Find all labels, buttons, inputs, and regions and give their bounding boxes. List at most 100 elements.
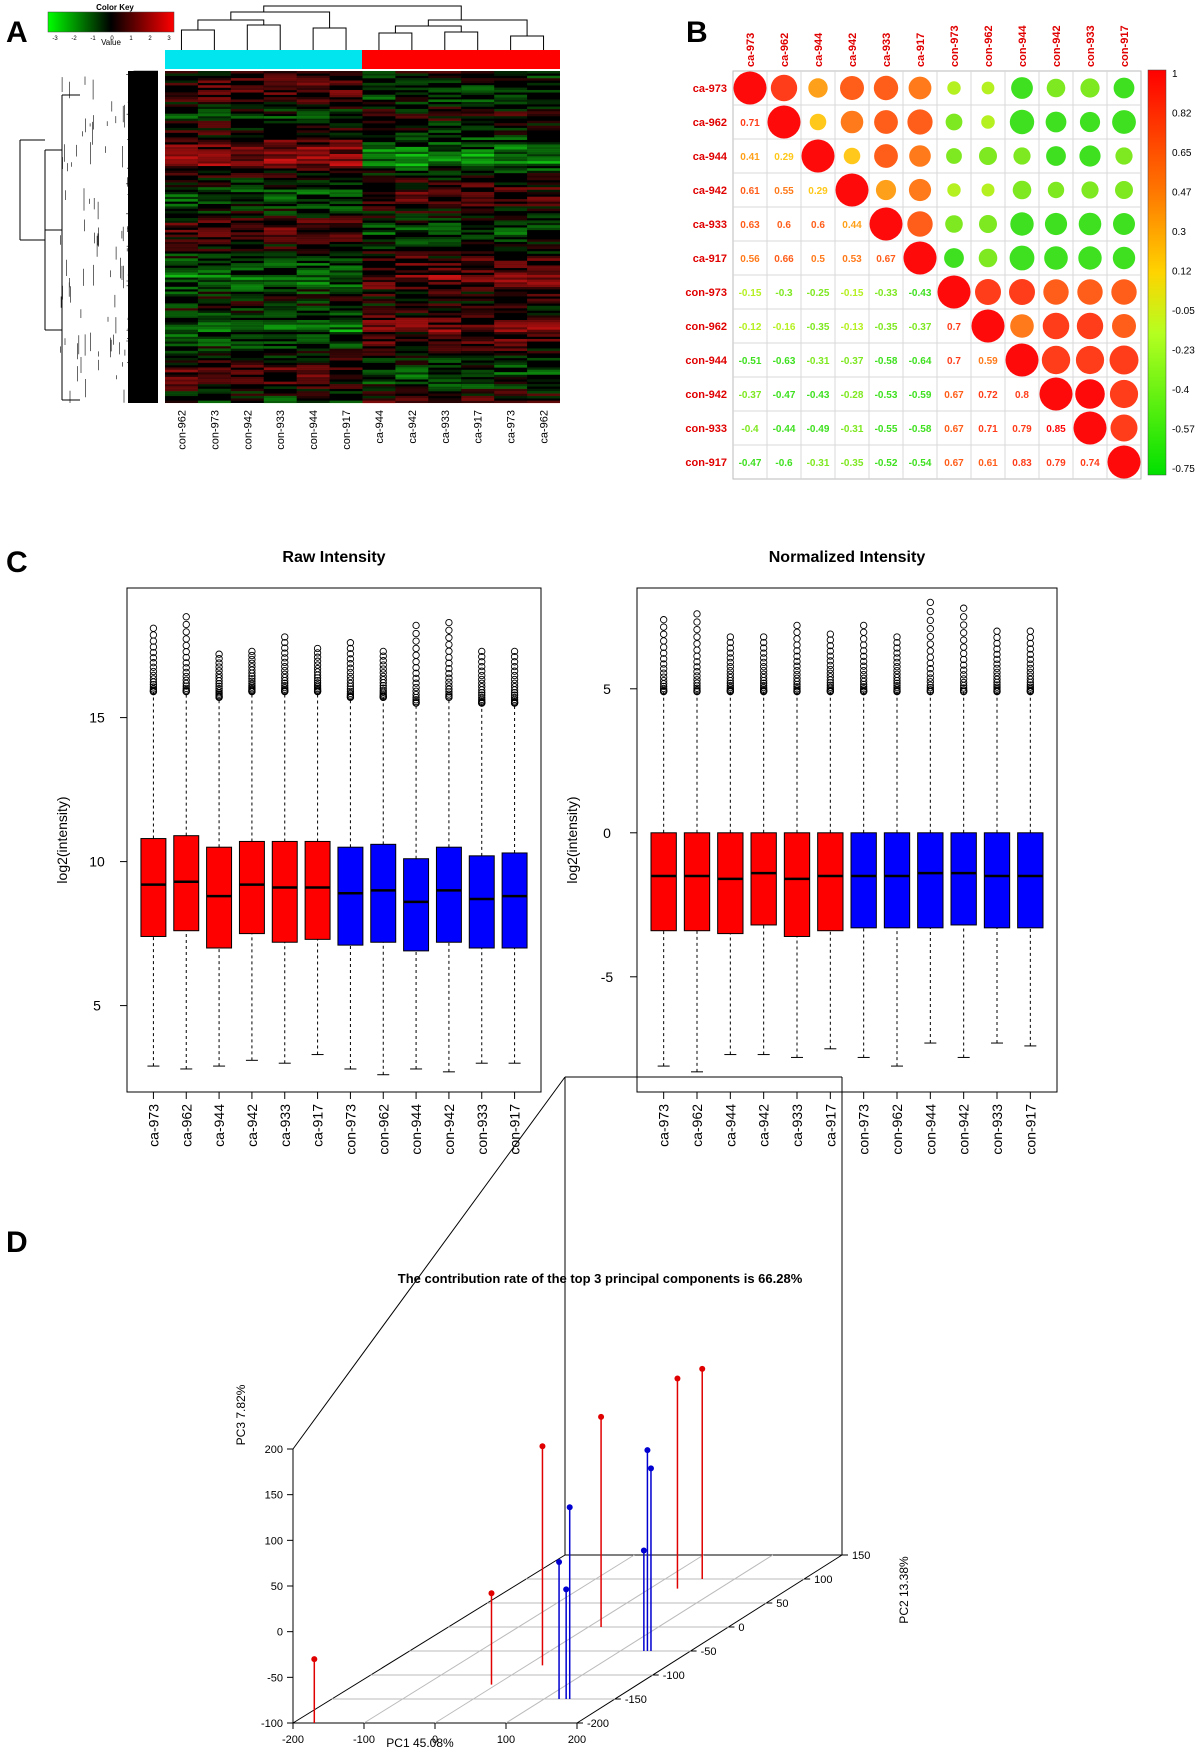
heatmap-cell <box>362 177 396 181</box>
correlation-circle <box>1078 212 1102 236</box>
correlation-column-label: con-933 <box>1085 25 1097 67</box>
heatmap-cell <box>461 346 495 349</box>
outlier-point <box>993 668 1001 677</box>
pca-y-tick-label: 50 <box>776 1598 788 1610</box>
outlier-point <box>793 677 801 686</box>
pca-z-tick-label: 200 <box>265 1444 283 1456</box>
heatmap-cell <box>197 369 231 373</box>
heatmap-cell <box>296 255 330 259</box>
heatmap-cell <box>165 272 198 276</box>
heatmap-cell <box>362 75 396 79</box>
correlation-value: 0.6 <box>777 220 791 231</box>
heatmap-cell <box>395 177 429 181</box>
heatmap-cell <box>296 191 330 195</box>
outlier-point <box>693 668 701 676</box>
heatmap-cell <box>197 341 231 344</box>
dendrogram-link <box>444 31 479 40</box>
pca-box-edge <box>292 1076 566 1450</box>
heatmap-cell <box>230 327 264 330</box>
heatmap-cell <box>395 139 429 143</box>
heatmap-cell <box>494 170 528 174</box>
outlier-point <box>760 633 768 641</box>
color-key-tick: 1 <box>129 36 133 42</box>
heatmap-cell <box>428 393 462 397</box>
outlier-point <box>926 607 934 616</box>
heatmap-cell <box>329 267 363 271</box>
heatmap-cell <box>395 227 429 231</box>
heatmap-cell <box>395 82 429 86</box>
outlier-point <box>182 653 190 662</box>
outlier-point <box>860 635 868 643</box>
correlation-value: -0.51 <box>739 356 762 367</box>
heatmap-cell <box>494 151 528 155</box>
heatmap-cell <box>329 161 363 164</box>
heatmap-cell <box>461 184 495 188</box>
correlation-row-label: con-944 <box>685 355 727 367</box>
outlier-point <box>726 658 734 667</box>
correlation-value: -0.47 <box>773 390 796 401</box>
boxplot-title: Normalized Intensity <box>769 549 926 566</box>
correlation-value: 0.29 <box>774 152 794 163</box>
correlation-value: 0.71 <box>740 118 760 129</box>
heatmap-cell <box>296 303 330 306</box>
heatmap-cell <box>395 111 429 114</box>
heatmap-cell <box>362 329 396 333</box>
heatmap-cell <box>296 286 330 290</box>
heatmap-cell <box>329 317 363 321</box>
heatmap-cell <box>362 334 396 337</box>
outlier-point <box>660 673 668 681</box>
correlation-value: -0.37 <box>909 322 932 333</box>
outlier-point <box>346 664 355 672</box>
heatmap-cell <box>263 282 297 285</box>
heatmap-cell <box>263 310 297 314</box>
heatmap-cell <box>263 315 297 318</box>
heatmap-cell <box>263 284 297 287</box>
heatmap-cell <box>461 260 495 264</box>
heatmap-cell <box>395 395 429 399</box>
correlation-value: -0.6 <box>775 458 793 469</box>
correlation-circle <box>944 248 964 268</box>
heatmap-cell <box>527 329 560 333</box>
heatmap-cell <box>494 244 528 247</box>
heatmap-cell <box>362 301 396 304</box>
correlation-column-label: con-962 <box>983 25 995 67</box>
heatmap-cell <box>461 381 495 385</box>
heatmap-cell <box>230 184 264 188</box>
heatmap-cell <box>197 99 231 103</box>
colorbar-tick: -0.4 <box>1172 385 1190 396</box>
heatmap-cell <box>395 156 429 159</box>
outlier-point <box>860 647 868 655</box>
heatmap-cell <box>197 92 231 95</box>
heatmap-cell <box>527 267 560 271</box>
heatmap-cell <box>527 384 560 387</box>
heatmap-cell <box>362 213 396 216</box>
outlier-point <box>793 647 801 655</box>
heatmap-cell <box>296 350 330 354</box>
correlation-circle <box>1112 246 1136 270</box>
heatmap-cell <box>230 208 264 212</box>
heatmap-cell <box>165 384 198 387</box>
heatmap-cell <box>461 151 495 155</box>
heatmap-cell <box>461 163 495 167</box>
correlation-value: -0.4 <box>741 424 759 435</box>
outlier-point <box>281 638 289 647</box>
heatmap-cell <box>527 177 560 181</box>
heatmap-cell <box>428 369 462 373</box>
x-tick-label: ca-973 <box>656 1104 672 1147</box>
outlier-point <box>1026 672 1034 680</box>
heatmap-cell <box>527 168 560 171</box>
outlier-point <box>860 657 868 666</box>
heatmap-cell <box>527 187 560 190</box>
heatmap-cell <box>428 213 462 216</box>
outlier-point <box>149 631 158 639</box>
outlier-point <box>412 683 420 692</box>
heatmap-cell <box>230 303 264 306</box>
correlation-circle <box>978 248 998 268</box>
outlier-point <box>926 653 934 661</box>
heatmap-cell <box>197 265 231 269</box>
correlation-circle <box>981 183 995 197</box>
heatmap-cell <box>494 393 528 397</box>
heatmap-cell <box>461 92 495 95</box>
outlier-point <box>412 679 420 687</box>
heatmap-cell <box>527 286 560 290</box>
